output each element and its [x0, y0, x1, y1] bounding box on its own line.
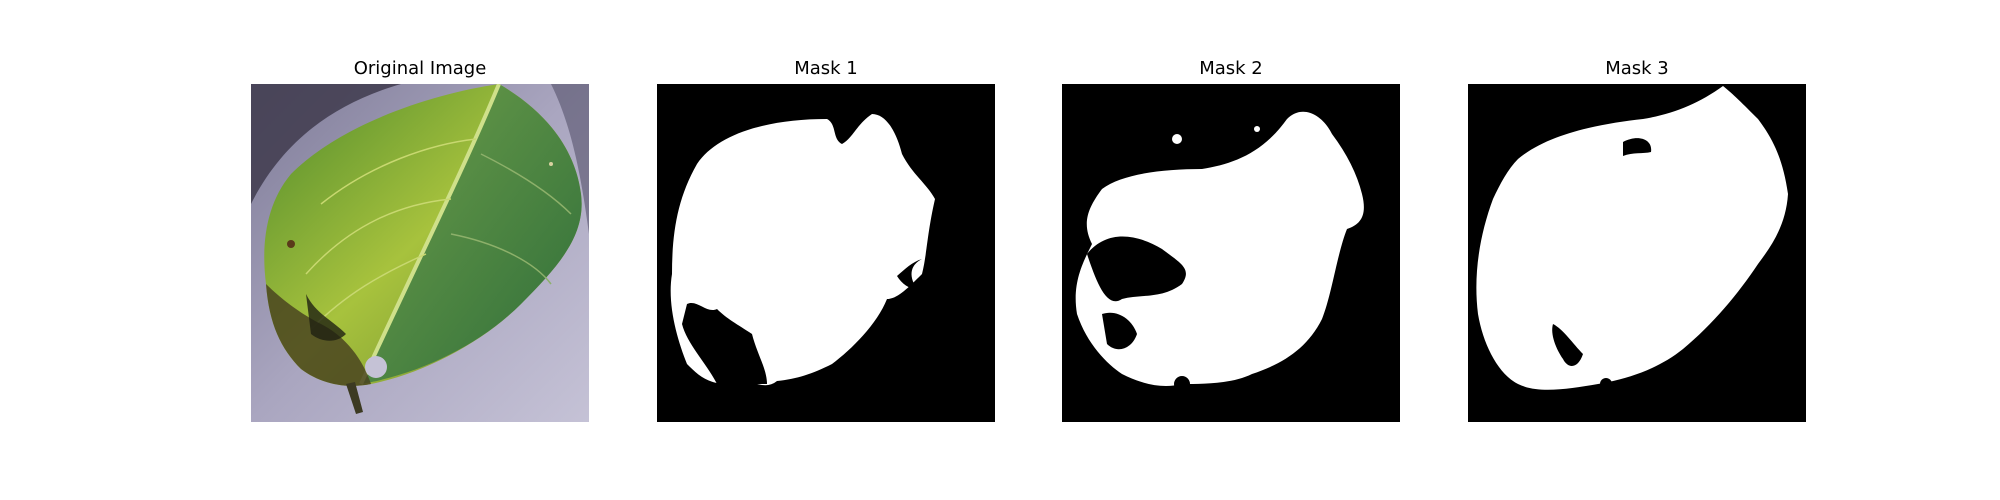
panel-title: Original Image [353, 58, 487, 79]
mask-3 [1468, 84, 1806, 422]
original-image [251, 84, 589, 422]
mask-3-image [1468, 84, 1806, 422]
mask-1-image [657, 84, 995, 422]
panel-title: Mask 1 [794, 58, 858, 79]
mask-2 [1062, 84, 1400, 422]
panel-mask-2: Mask 2 [1062, 0, 1400, 500]
mask-1 [657, 84, 995, 422]
mask-2-image [1062, 84, 1400, 422]
panel-original-image: Original Image [251, 0, 589, 500]
panel-title: Mask 3 [1605, 58, 1669, 79]
panel-mask-3: Mask 3 [1468, 0, 1806, 500]
panel-title: Mask 2 [1199, 58, 1263, 79]
leaf-photo [251, 84, 589, 422]
panel-mask-1: Mask 1 [657, 0, 995, 500]
